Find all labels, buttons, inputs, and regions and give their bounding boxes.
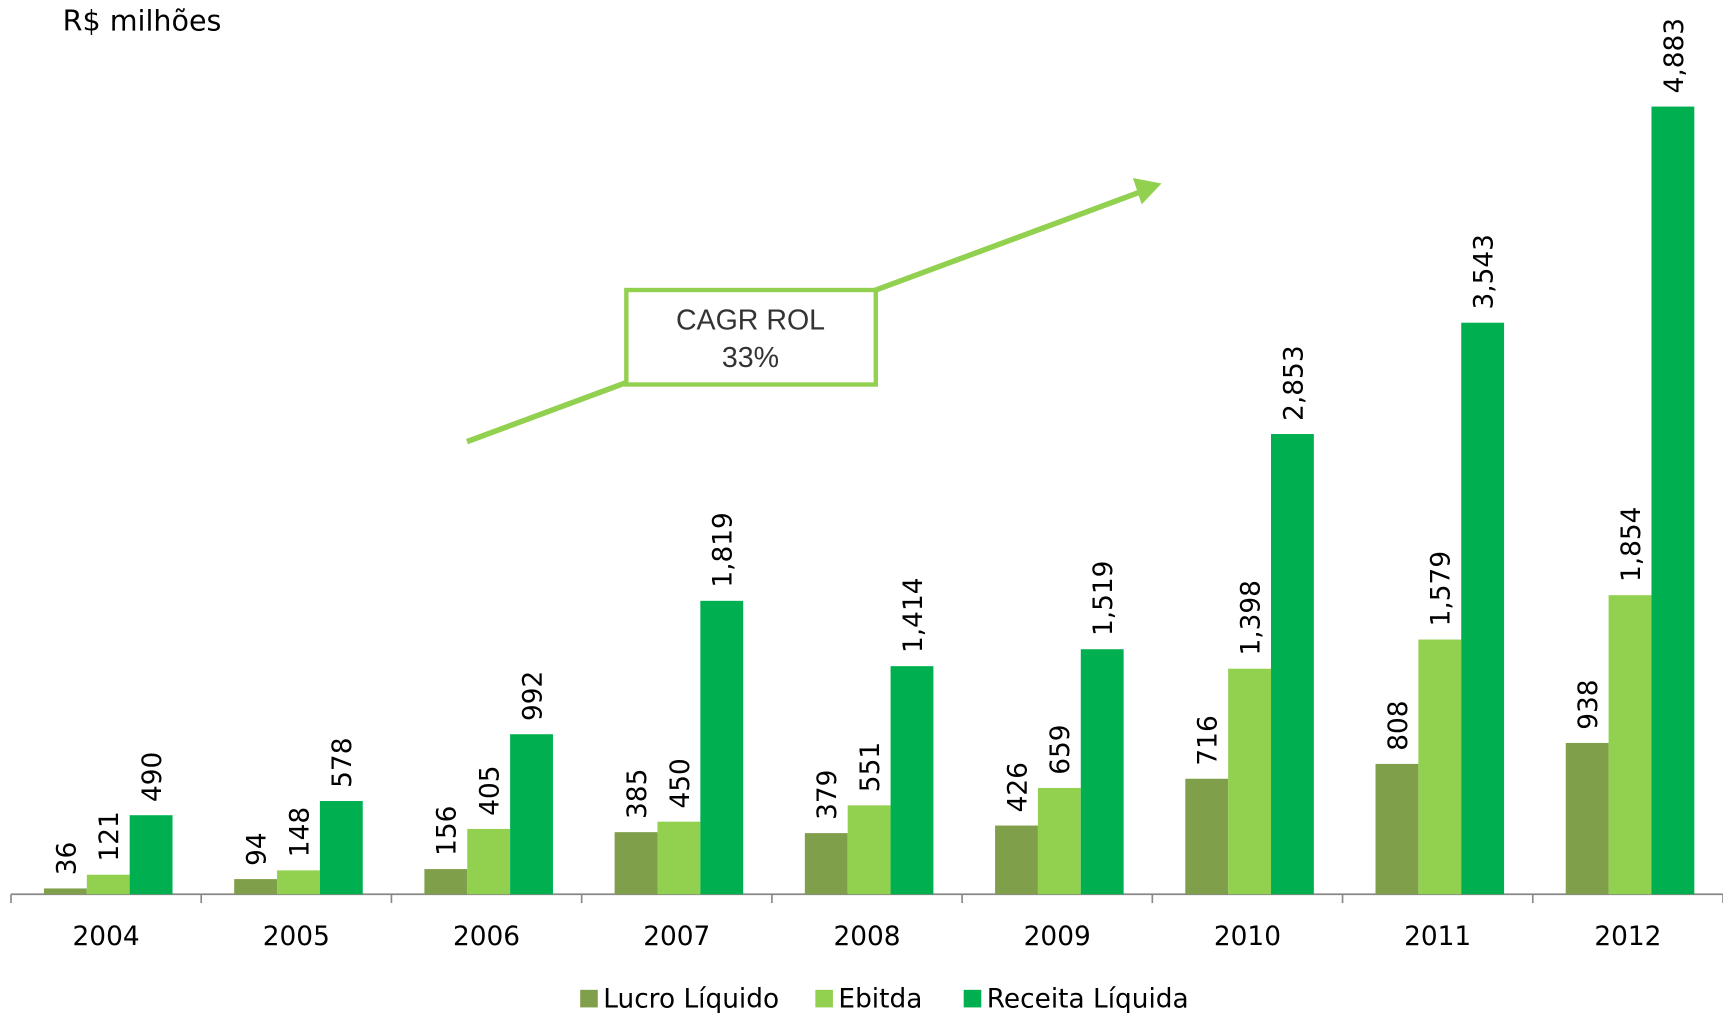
legend-swatch xyxy=(963,989,982,1008)
data-label: 716 xyxy=(1194,715,1224,765)
data-label: 490 xyxy=(138,752,168,802)
bar xyxy=(1228,668,1272,895)
arrow-head xyxy=(1132,177,1162,205)
x-tick-label: 2011 xyxy=(1404,922,1471,952)
x-tick-label: 2009 xyxy=(1024,922,1091,952)
data-label: 2,853 xyxy=(1279,345,1309,420)
bar xyxy=(1375,763,1419,895)
bar xyxy=(847,805,891,895)
bar xyxy=(319,801,363,895)
bar xyxy=(1461,322,1505,895)
x-tick-label: 2007 xyxy=(643,922,710,952)
data-label: 121 xyxy=(95,811,125,861)
bar xyxy=(614,832,658,895)
data-label: 1,519 xyxy=(1089,561,1119,636)
chart-title: R$ milhões xyxy=(63,4,222,38)
x-tick-label: 2008 xyxy=(833,922,900,952)
data-label: 659 xyxy=(1046,724,1076,774)
x-tick-label: 2006 xyxy=(453,922,520,952)
bar xyxy=(43,888,87,895)
data-label: 551 xyxy=(856,742,886,792)
bar xyxy=(1271,434,1314,895)
data-label: 405 xyxy=(476,765,506,815)
data-label: 1,854 xyxy=(1617,507,1647,582)
data-label: 808 xyxy=(1384,700,1414,750)
bar xyxy=(995,825,1038,895)
data-label: 94 xyxy=(242,832,272,866)
bar xyxy=(277,870,320,895)
bar xyxy=(234,879,278,895)
annotation: 33% xyxy=(722,342,779,374)
bar xyxy=(1651,106,1695,895)
legend-swatch xyxy=(815,989,833,1008)
data-label: 385 xyxy=(623,769,653,819)
bar xyxy=(1565,742,1609,895)
data-label: 450 xyxy=(666,758,696,808)
data-label: 4,883 xyxy=(1660,18,1690,93)
bar xyxy=(467,828,511,895)
legend-label: Receita Líquida xyxy=(987,984,1189,1014)
data-label: 3,543 xyxy=(1470,234,1500,309)
bar xyxy=(804,833,848,895)
bar xyxy=(1080,649,1124,895)
x-tick-label: 2012 xyxy=(1594,922,1661,952)
legend-swatch xyxy=(580,989,598,1008)
annotation: CAGR ROL xyxy=(676,305,825,337)
data-label: 1,398 xyxy=(1236,580,1266,655)
bar xyxy=(1037,787,1081,895)
legend-label: Lucro Líquido xyxy=(603,984,779,1014)
bar xyxy=(1418,639,1462,895)
data-label: 148 xyxy=(285,807,315,857)
bar xyxy=(86,874,130,895)
bar xyxy=(890,666,934,895)
data-label: 156 xyxy=(433,806,463,856)
data-label: 379 xyxy=(813,770,843,820)
bar xyxy=(657,821,701,895)
data-label: 578 xyxy=(328,738,358,788)
bar xyxy=(1185,778,1229,895)
bar xyxy=(510,734,553,895)
data-label: 426 xyxy=(1003,762,1033,812)
data-label: 992 xyxy=(518,671,548,721)
x-tick-label: 2004 xyxy=(73,922,140,952)
bar xyxy=(424,869,468,895)
data-label: 1,414 xyxy=(899,578,929,653)
legend-label: Ebitda xyxy=(838,984,922,1014)
data-label: 938 xyxy=(1574,679,1604,729)
bar xyxy=(1608,595,1652,895)
x-tick-label: 2010 xyxy=(1214,922,1281,952)
data-label: 1,819 xyxy=(709,512,739,587)
annotation-box xyxy=(624,287,878,387)
bar xyxy=(129,815,173,895)
data-label: 1,579 xyxy=(1427,551,1457,626)
bar xyxy=(700,600,744,895)
x-tick-label: 2005 xyxy=(263,922,330,952)
data-label: 36 xyxy=(52,842,82,876)
